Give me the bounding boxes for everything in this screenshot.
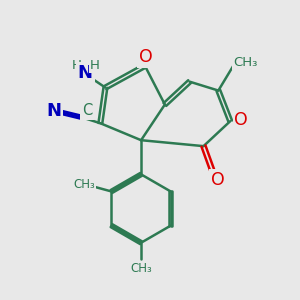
- Text: CH₃: CH₃: [131, 262, 153, 275]
- Text: H: H: [90, 59, 100, 72]
- Text: H: H: [71, 59, 81, 72]
- Text: N: N: [46, 102, 61, 120]
- Text: CH₃: CH₃: [73, 178, 95, 190]
- Text: N: N: [78, 64, 93, 82]
- Text: O: O: [139, 48, 152, 66]
- Text: O: O: [234, 111, 248, 129]
- Text: C: C: [82, 103, 92, 118]
- Text: O: O: [211, 171, 224, 189]
- Text: CH₃: CH₃: [233, 56, 258, 69]
